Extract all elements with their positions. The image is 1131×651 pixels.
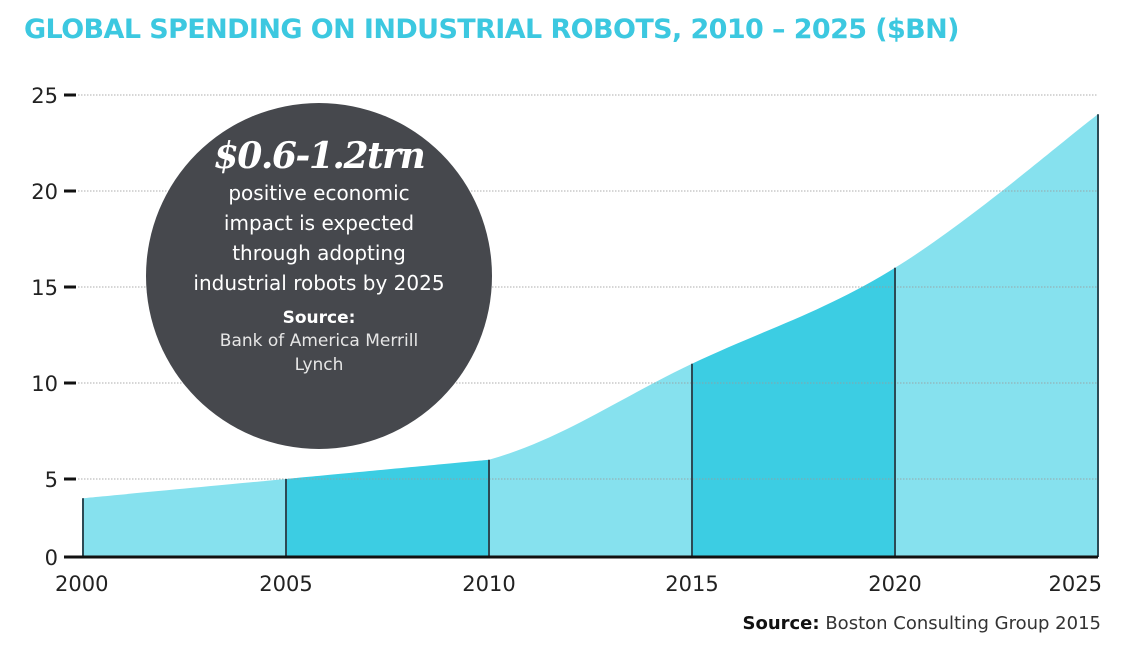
ytick-label-15: 15 xyxy=(31,276,58,300)
area-band-2000-2005 xyxy=(83,479,286,557)
xtick-label-2015: 2015 xyxy=(665,572,718,596)
area-band-2015-2020 xyxy=(692,267,895,557)
ytick-label-0: 0 xyxy=(45,546,58,570)
xtick-label-2020: 2020 xyxy=(868,572,921,596)
ytick-label-25: 25 xyxy=(31,84,58,108)
chart-title: GLOBAL SPENDING ON INDUSTRIAL ROBOTS, 20… xyxy=(24,14,959,45)
source-text: Boston Consulting Group 2015 xyxy=(825,613,1101,634)
annotation-source-line: Bank of America Merrill xyxy=(219,331,419,351)
ytick-label-10: 10 xyxy=(31,372,58,396)
ytick-label-20: 20 xyxy=(31,180,58,204)
source-label: Source: xyxy=(742,613,820,634)
annotation-body-line: through adopting xyxy=(232,241,406,265)
xtick-label-2025: 2025 xyxy=(1049,572,1102,596)
annotation-bubble: $0.6-1.2trn positive economic impact is … xyxy=(146,103,492,449)
xtick-label-2000: 2000 xyxy=(55,572,108,596)
area-band-2020-2025 xyxy=(895,114,1098,557)
annotation-body-line: industrial robots by 2025 xyxy=(193,271,445,295)
annotation-body-line: impact is expected xyxy=(223,211,415,235)
annotation-source-line: Lynch xyxy=(294,355,344,375)
xtick-label-2005: 2005 xyxy=(259,572,312,596)
area-band-2010-2015 xyxy=(489,363,692,557)
area-band-2005-2010 xyxy=(286,459,489,557)
ytick-label-5: 5 xyxy=(45,468,58,492)
source-footer: Source: Boston Consulting Group 2015 xyxy=(742,613,1101,634)
annotation-source-label: Source: xyxy=(282,308,356,328)
xtick-label-2010: 2010 xyxy=(462,572,515,596)
annotation-headline: $0.6-1.2trn xyxy=(213,135,426,177)
annotation-body-line: positive economic xyxy=(228,181,410,205)
